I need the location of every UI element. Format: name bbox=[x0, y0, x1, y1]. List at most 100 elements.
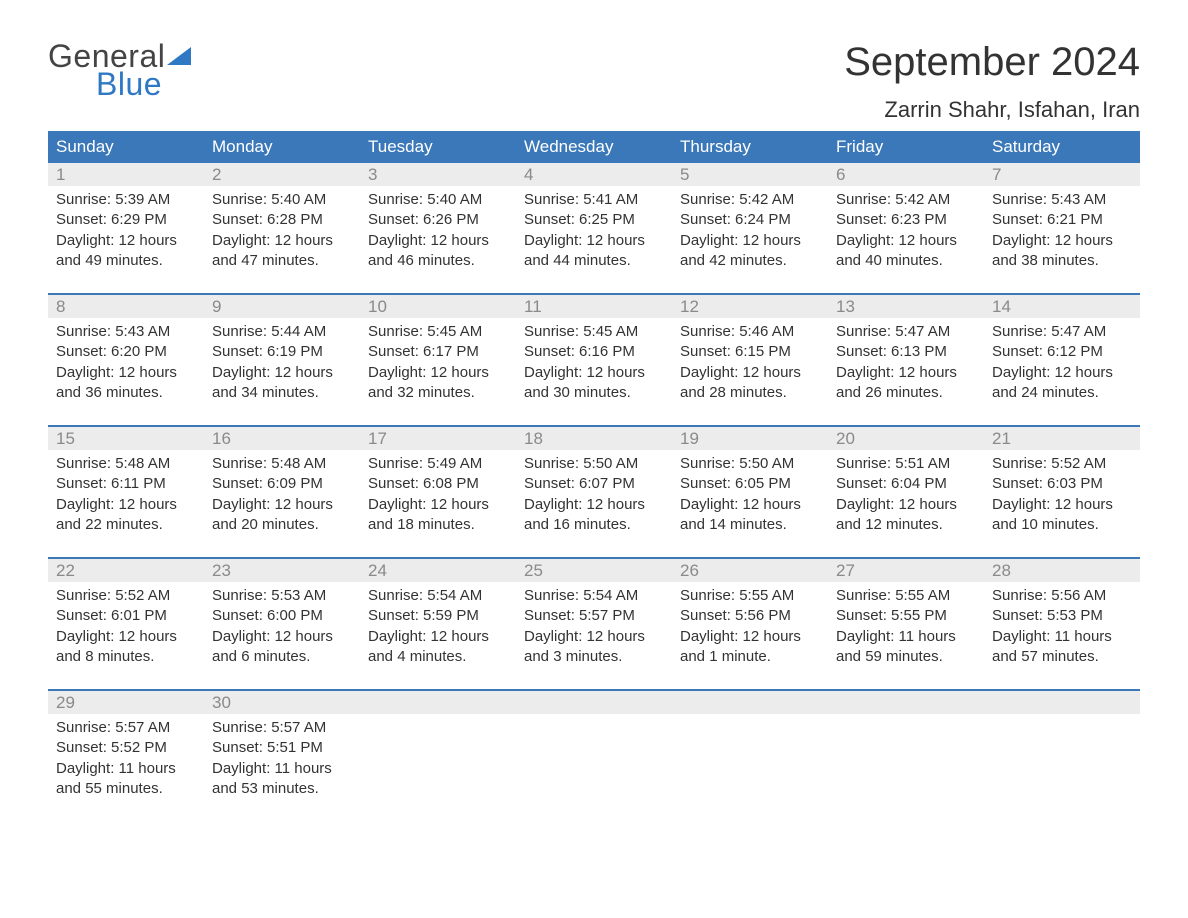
sunset-text: Sunset: 5:53 PM bbox=[992, 606, 1132, 626]
sunrise-text: Sunrise: 5:42 AM bbox=[836, 190, 976, 210]
calendar-cell: 25Sunrise: 5:54 AMSunset: 5:57 PMDayligh… bbox=[516, 559, 672, 677]
daylight-text: Daylight: 12 hours and 16 minutes. bbox=[524, 495, 664, 536]
day-details: Sunrise: 5:45 AMSunset: 6:16 PMDaylight:… bbox=[516, 318, 672, 413]
day-number: 18 bbox=[516, 427, 672, 450]
day-details: Sunrise: 5:39 AMSunset: 6:29 PMDaylight:… bbox=[48, 186, 204, 281]
day-number-empty bbox=[984, 691, 1140, 714]
sunset-text: Sunset: 5:51 PM bbox=[212, 738, 352, 758]
day-details: Sunrise: 5:48 AMSunset: 6:09 PMDaylight:… bbox=[204, 450, 360, 545]
sunrise-text: Sunrise: 5:49 AM bbox=[368, 454, 508, 474]
sunrise-text: Sunrise: 5:43 AM bbox=[992, 190, 1132, 210]
calendar-cell: 9Sunrise: 5:44 AMSunset: 6:19 PMDaylight… bbox=[204, 295, 360, 413]
calendar-cell: 29Sunrise: 5:57 AMSunset: 5:52 PMDayligh… bbox=[48, 691, 204, 809]
day-details: Sunrise: 5:46 AMSunset: 6:15 PMDaylight:… bbox=[672, 318, 828, 413]
sunrise-text: Sunrise: 5:47 AM bbox=[836, 322, 976, 342]
day-details: Sunrise: 5:50 AMSunset: 6:07 PMDaylight:… bbox=[516, 450, 672, 545]
daylight-text: Daylight: 12 hours and 1 minute. bbox=[680, 627, 820, 668]
day-number: 9 bbox=[204, 295, 360, 318]
calendar-cell bbox=[828, 691, 984, 809]
day-number: 8 bbox=[48, 295, 204, 318]
calendar-week: 22Sunrise: 5:52 AMSunset: 6:01 PMDayligh… bbox=[48, 557, 1140, 677]
daylight-text: Daylight: 12 hours and 20 minutes. bbox=[212, 495, 352, 536]
sunrise-text: Sunrise: 5:50 AM bbox=[680, 454, 820, 474]
sunset-text: Sunset: 6:03 PM bbox=[992, 474, 1132, 494]
daylight-text: Daylight: 12 hours and 4 minutes. bbox=[368, 627, 508, 668]
day-details: Sunrise: 5:57 AMSunset: 5:52 PMDaylight:… bbox=[48, 714, 204, 809]
sunrise-text: Sunrise: 5:51 AM bbox=[836, 454, 976, 474]
brand-logo: General Blue bbox=[48, 40, 177, 100]
day-details: Sunrise: 5:50 AMSunset: 6:05 PMDaylight:… bbox=[672, 450, 828, 545]
dayname-thursday: Thursday bbox=[672, 131, 828, 163]
day-details: Sunrise: 5:40 AMSunset: 6:28 PMDaylight:… bbox=[204, 186, 360, 281]
sunrise-text: Sunrise: 5:53 AM bbox=[212, 586, 352, 606]
day-details: Sunrise: 5:54 AMSunset: 5:59 PMDaylight:… bbox=[360, 582, 516, 677]
sunset-text: Sunset: 6:13 PM bbox=[836, 342, 976, 362]
day-number: 21 bbox=[984, 427, 1140, 450]
sunrise-text: Sunrise: 5:41 AM bbox=[524, 190, 664, 210]
day-number: 27 bbox=[828, 559, 984, 582]
calendar-cell: 26Sunrise: 5:55 AMSunset: 5:56 PMDayligh… bbox=[672, 559, 828, 677]
day-number: 22 bbox=[48, 559, 204, 582]
day-number: 19 bbox=[672, 427, 828, 450]
day-details: Sunrise: 5:52 AMSunset: 6:01 PMDaylight:… bbox=[48, 582, 204, 677]
dayname-tuesday: Tuesday bbox=[360, 131, 516, 163]
day-details: Sunrise: 5:48 AMSunset: 6:11 PMDaylight:… bbox=[48, 450, 204, 545]
day-details: Sunrise: 5:47 AMSunset: 6:13 PMDaylight:… bbox=[828, 318, 984, 413]
day-number: 15 bbox=[48, 427, 204, 450]
day-details: Sunrise: 5:41 AMSunset: 6:25 PMDaylight:… bbox=[516, 186, 672, 281]
sunset-text: Sunset: 6:07 PM bbox=[524, 474, 664, 494]
sunset-text: Sunset: 6:15 PM bbox=[680, 342, 820, 362]
sunset-text: Sunset: 6:09 PM bbox=[212, 474, 352, 494]
day-number: 4 bbox=[516, 163, 672, 186]
day-number-empty bbox=[516, 691, 672, 714]
daylight-text: Daylight: 12 hours and 49 minutes. bbox=[56, 231, 196, 272]
daylight-text: Daylight: 12 hours and 36 minutes. bbox=[56, 363, 196, 404]
day-details: Sunrise: 5:55 AMSunset: 5:55 PMDaylight:… bbox=[828, 582, 984, 677]
daylight-text: Daylight: 12 hours and 26 minutes. bbox=[836, 363, 976, 404]
sunrise-text: Sunrise: 5:43 AM bbox=[56, 322, 196, 342]
sunrise-text: Sunrise: 5:45 AM bbox=[524, 322, 664, 342]
calendar-cell: 2Sunrise: 5:40 AMSunset: 6:28 PMDaylight… bbox=[204, 163, 360, 281]
page-header: General Blue September 2024 Zarrin Shahr… bbox=[48, 40, 1140, 123]
calendar-cell bbox=[672, 691, 828, 809]
day-number: 2 bbox=[204, 163, 360, 186]
calendar-cell: 24Sunrise: 5:54 AMSunset: 5:59 PMDayligh… bbox=[360, 559, 516, 677]
sunset-text: Sunset: 5:57 PM bbox=[524, 606, 664, 626]
calendar-cell: 17Sunrise: 5:49 AMSunset: 6:08 PMDayligh… bbox=[360, 427, 516, 545]
dayname-saturday: Saturday bbox=[984, 131, 1140, 163]
sunrise-text: Sunrise: 5:47 AM bbox=[992, 322, 1132, 342]
daylight-text: Daylight: 11 hours and 53 minutes. bbox=[212, 759, 352, 800]
day-number-empty bbox=[360, 691, 516, 714]
dayname-friday: Friday bbox=[828, 131, 984, 163]
sunset-text: Sunset: 6:04 PM bbox=[836, 474, 976, 494]
daylight-text: Daylight: 12 hours and 6 minutes. bbox=[212, 627, 352, 668]
calendar-cell: 28Sunrise: 5:56 AMSunset: 5:53 PMDayligh… bbox=[984, 559, 1140, 677]
day-number: 10 bbox=[360, 295, 516, 318]
calendar-week: 8Sunrise: 5:43 AMSunset: 6:20 PMDaylight… bbox=[48, 293, 1140, 413]
day-number-empty bbox=[828, 691, 984, 714]
day-details: Sunrise: 5:52 AMSunset: 6:03 PMDaylight:… bbox=[984, 450, 1140, 545]
day-number: 14 bbox=[984, 295, 1140, 318]
day-details: Sunrise: 5:42 AMSunset: 6:23 PMDaylight:… bbox=[828, 186, 984, 281]
calendar-cell: 5Sunrise: 5:42 AMSunset: 6:24 PMDaylight… bbox=[672, 163, 828, 281]
title-block: September 2024 Zarrin Shahr, Isfahan, Ir… bbox=[844, 40, 1140, 123]
dayname-monday: Monday bbox=[204, 131, 360, 163]
sunset-text: Sunset: 6:08 PM bbox=[368, 474, 508, 494]
sunset-text: Sunset: 6:20 PM bbox=[56, 342, 196, 362]
calendar-cell: 27Sunrise: 5:55 AMSunset: 5:55 PMDayligh… bbox=[828, 559, 984, 677]
sunrise-text: Sunrise: 5:57 AM bbox=[212, 718, 352, 738]
daylight-text: Daylight: 12 hours and 10 minutes. bbox=[992, 495, 1132, 536]
sunset-text: Sunset: 6:29 PM bbox=[56, 210, 196, 230]
sunset-text: Sunset: 5:52 PM bbox=[56, 738, 196, 758]
day-number: 7 bbox=[984, 163, 1140, 186]
daylight-text: Daylight: 12 hours and 34 minutes. bbox=[212, 363, 352, 404]
sunrise-text: Sunrise: 5:42 AM bbox=[680, 190, 820, 210]
sunrise-text: Sunrise: 5:39 AM bbox=[56, 190, 196, 210]
sunset-text: Sunset: 6:01 PM bbox=[56, 606, 196, 626]
daylight-text: Daylight: 12 hours and 8 minutes. bbox=[56, 627, 196, 668]
calendar-cell bbox=[360, 691, 516, 809]
day-number: 29 bbox=[48, 691, 204, 714]
sunset-text: Sunset: 6:26 PM bbox=[368, 210, 508, 230]
sunrise-text: Sunrise: 5:45 AM bbox=[368, 322, 508, 342]
sunset-text: Sunset: 6:16 PM bbox=[524, 342, 664, 362]
